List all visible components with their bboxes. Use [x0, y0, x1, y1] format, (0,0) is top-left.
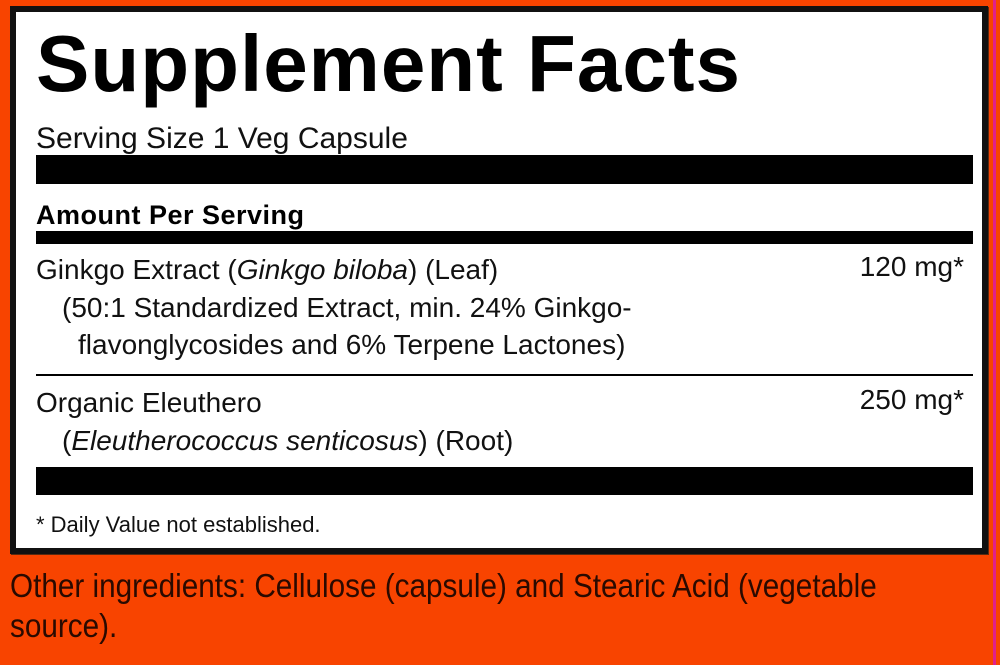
serving-size: Serving Size 1 Veg Capsule: [36, 122, 408, 155]
ingredient-eleuthero-detail: (Eleutherococcus senticosus) (Root): [62, 422, 513, 460]
ingredient-ginkgo-amount: 120 mg*: [859, 251, 964, 282]
ingredient-ginkgo-detail-1: (50:1 Standardized Extract, min. 24% Gin…: [62, 292, 632, 323]
ingredient-part: ) (Root): [418, 425, 514, 456]
ingredient-eleuthero-amount: 250 mg*: [859, 384, 964, 415]
latin-name: Ginkgo biloba: [236, 254, 408, 285]
ingredient-eleuthero-name: Organic Eleuthero: [36, 387, 262, 418]
ingredient-ginkgo-name: Ginkgo Extract (Ginkgo biloba) (Leaf): [36, 251, 498, 289]
paren: (: [62, 425, 72, 456]
panel-title: Supplement Facts: [36, 19, 742, 108]
other-ingredients: Other ingredients: Cellulose (capsule) a…: [10, 567, 877, 644]
ingredient-ginkgo-detail-2: flavonglycosides and 6% Terpene Lactones…: [78, 329, 626, 360]
thick-rule-bottom: [36, 467, 973, 495]
supplement-facts-panel: Supplement Facts Serving Size 1 Veg Caps…: [10, 6, 988, 554]
footnote: * Daily Value not established.: [36, 512, 321, 537]
ingredient-name: Ginkgo Extract (: [36, 254, 237, 285]
right-edge-strip: [993, 0, 996, 665]
amount-per-serving-heading: Amount Per Serving: [36, 200, 305, 230]
thick-rule: [36, 155, 973, 184]
latin-name: Eleutherococcus senticosus: [71, 425, 419, 456]
ingredient-part: ) (Leaf): [407, 254, 499, 285]
thin-rule: [36, 374, 973, 376]
medium-rule: [36, 231, 973, 244]
